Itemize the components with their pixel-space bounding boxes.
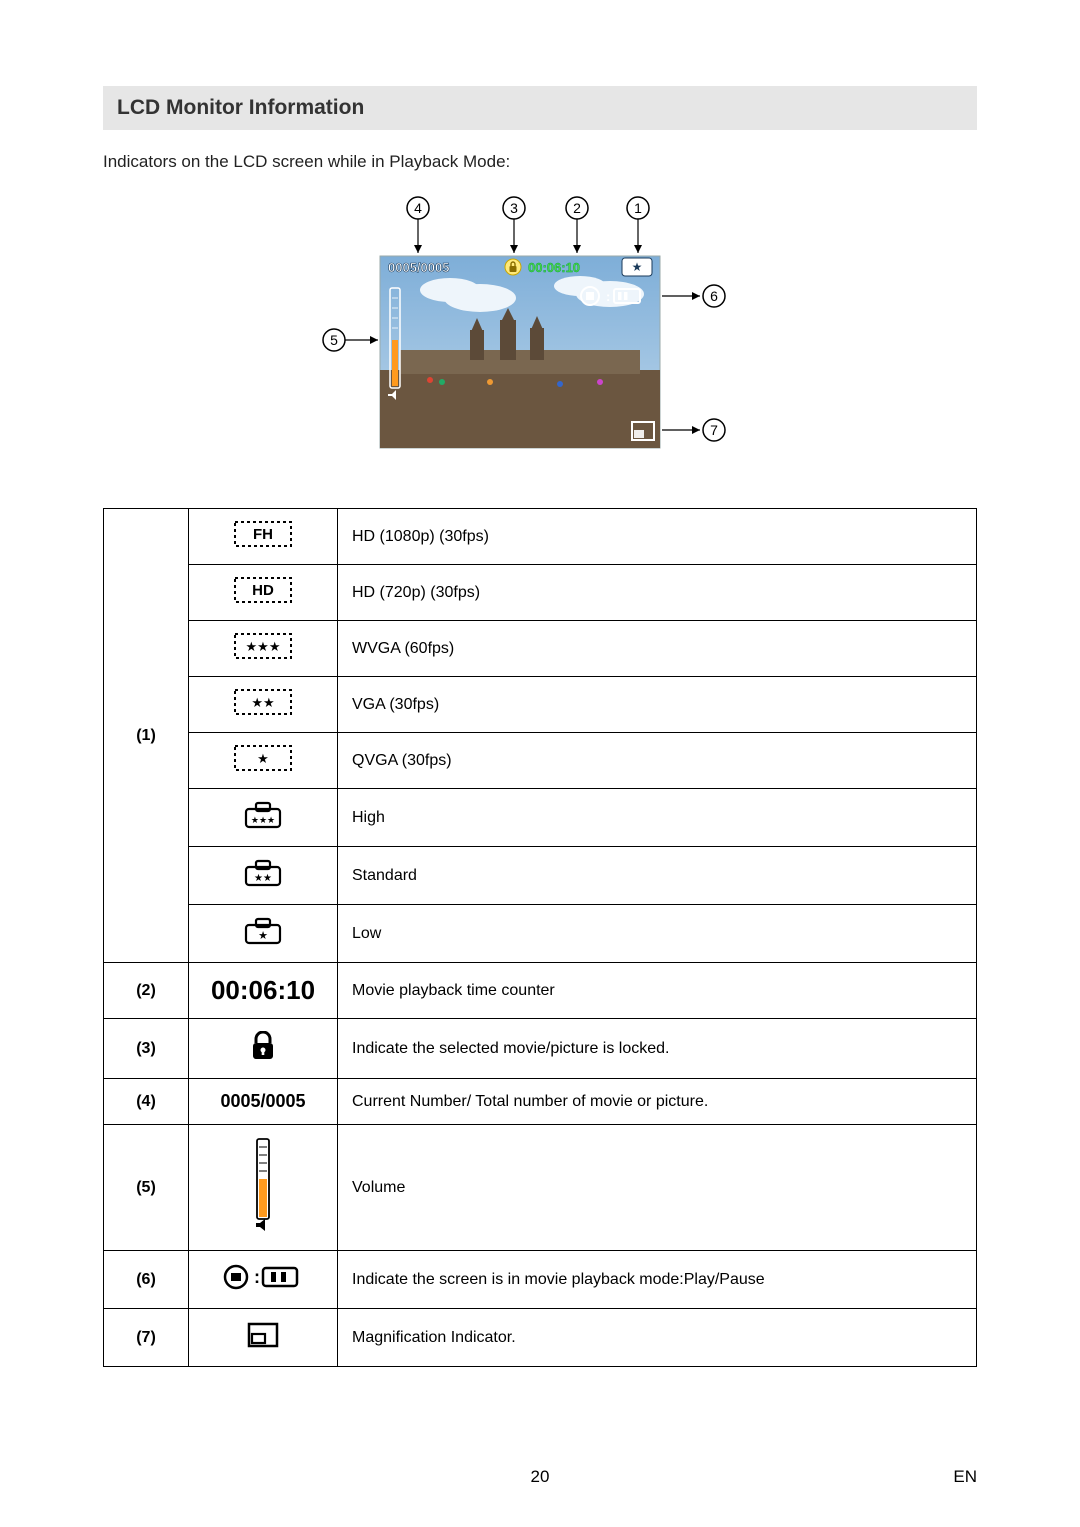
table-row: (2) 00:06:10 Movie playback time counter	[104, 963, 977, 1019]
page-lang: EN	[953, 1467, 977, 1487]
lcd-figure: 4 3 2 1	[103, 190, 977, 480]
table-row: ★★ VGA (30fps)	[104, 677, 977, 733]
desc: VGA (30fps)	[338, 677, 977, 733]
svg-text:3: 3	[510, 200, 518, 216]
svg-text:2: 2	[573, 200, 581, 216]
svg-text:★★★: ★★★	[251, 815, 275, 825]
table-row: (5) Volume	[104, 1125, 977, 1251]
svg-text:FH: FH	[253, 526, 273, 543]
table-row: HD HD (720p) (30fps)	[104, 565, 977, 621]
callout-1: 1	[627, 197, 649, 253]
table-row: (4) 0005/0005 Current Number/ Total numb…	[104, 1079, 977, 1125]
camera-high-icon: ★★★	[189, 789, 338, 847]
table-row: ★★ Standard	[104, 847, 977, 905]
svg-text:★: ★	[257, 751, 269, 766]
svg-text:★★: ★★	[251, 695, 274, 710]
page-number: 20	[531, 1467, 550, 1487]
table-row: ★★★ WVGA (60fps)	[104, 621, 977, 677]
hd-icon: HD	[189, 565, 338, 621]
star1-icon: ★	[189, 733, 338, 789]
row-group-2: (2)	[104, 963, 189, 1019]
svg-text:6: 6	[710, 288, 718, 304]
table-row: (3) Indicate the selected movie/picture …	[104, 1019, 977, 1079]
desc: HD (720p) (30fps)	[338, 565, 977, 621]
desc: Indicate the screen is in movie playback…	[338, 1251, 977, 1309]
callout-5: 5	[323, 329, 378, 351]
callout-3: 3	[503, 197, 525, 253]
desc: HD (1080p) (30fps)	[338, 509, 977, 565]
desc: Movie playback time counter	[338, 963, 977, 1019]
desc: Low	[338, 905, 977, 963]
overlay-counter: 0005/0005	[388, 260, 449, 275]
svg-text::: :	[606, 289, 610, 304]
table-row: ★ Low	[104, 905, 977, 963]
lock-icon	[189, 1019, 338, 1079]
callout-4: 4	[407, 197, 429, 253]
callout-2: 2	[566, 197, 588, 253]
desc: High	[338, 789, 977, 847]
svg-text:5: 5	[330, 332, 338, 348]
svg-text:7: 7	[710, 422, 718, 438]
row-group-7: (7)	[104, 1309, 189, 1367]
volume-icon	[189, 1125, 338, 1251]
playpause-icon: :	[189, 1251, 338, 1309]
table-row: ★ QVGA (30fps)	[104, 733, 977, 789]
callout-6: 6	[662, 285, 725, 307]
overlay-timer: 00:06:10	[528, 260, 580, 275]
table-row: (1) FH HD (1080p) (30fps)	[104, 509, 977, 565]
row-group-5: (5)	[104, 1125, 189, 1251]
intro-text: Indicators on the LCD screen while in Pl…	[103, 152, 977, 172]
page-footer: 20 EN	[0, 1467, 1080, 1487]
svg-text:4: 4	[414, 200, 422, 216]
table-row: (7) Magnification Indicator.	[104, 1309, 977, 1367]
svg-text:★: ★	[632, 260, 643, 274]
row-group-6: (6)	[104, 1251, 189, 1309]
desc: Volume	[338, 1125, 977, 1251]
desc: Indicate the selected movie/picture is l…	[338, 1019, 977, 1079]
lcd-image: 0005/0005 00:06:10 ★ :	[380, 256, 660, 448]
svg-text:HD: HD	[252, 582, 274, 599]
svg-text:★★: ★★	[254, 873, 272, 884]
row-group-3: (3)	[104, 1019, 189, 1079]
camera-low-icon: ★	[189, 905, 338, 963]
table-row: (6) : Indicate the screen is in movie pl…	[104, 1251, 977, 1309]
camera-std-icon: ★★	[189, 847, 338, 905]
number-counter-icon: 0005/0005	[189, 1079, 338, 1125]
overlay-lock-icon	[505, 259, 521, 275]
magnify-icon	[189, 1309, 338, 1367]
desc: Magnification Indicator.	[338, 1309, 977, 1367]
star3-icon: ★★★	[189, 621, 338, 677]
callout-7: 7	[662, 419, 725, 441]
indicator-table: (1) FH HD (1080p) (30fps) HD HD (720p) (…	[103, 508, 977, 1367]
desc: WVGA (60fps)	[338, 621, 977, 677]
desc: QVGA (30fps)	[338, 733, 977, 789]
svg-text:★: ★	[258, 930, 268, 942]
fh-icon: FH	[189, 509, 338, 565]
time-counter-icon: 00:06:10	[189, 963, 338, 1019]
svg-text::: :	[254, 1267, 260, 1287]
svg-text:★★★: ★★★	[246, 639, 281, 654]
row-group-4: (4)	[104, 1079, 189, 1125]
svg-text:1: 1	[634, 200, 642, 216]
desc: Current Number/ Total number of movie or…	[338, 1079, 977, 1125]
row-group-1: (1)	[104, 509, 189, 963]
overlay-mode-icon: ★	[622, 258, 652, 276]
star2-icon: ★★	[189, 677, 338, 733]
section-title: LCD Monitor Information	[103, 86, 977, 130]
table-row: ★★★ High	[104, 789, 977, 847]
desc: Standard	[338, 847, 977, 905]
